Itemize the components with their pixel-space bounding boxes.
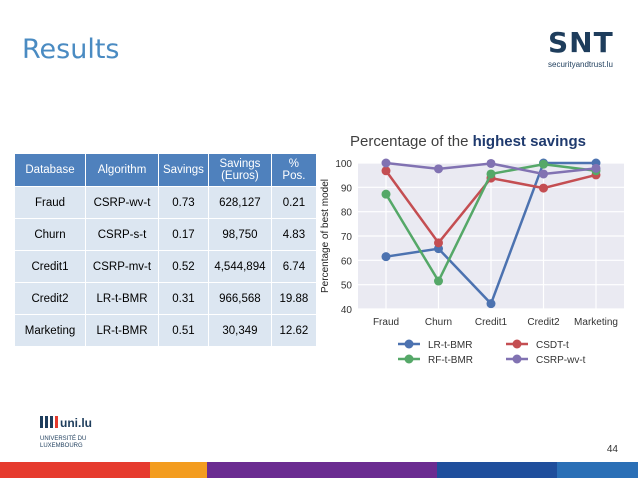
- table-cell: 0.52: [158, 250, 209, 283]
- y-tick-label: 90: [341, 183, 353, 194]
- table-cell: 98,750: [207, 218, 272, 251]
- university-logo-line: UNIVERSITÉ DU: [40, 435, 86, 442]
- table-row: Credit1 CSRP-mv-t 0.52 4,544,894 6.74: [14, 250, 317, 283]
- bottom-bar-segment: [207, 462, 437, 478]
- bottom-bar-segment: [150, 462, 207, 478]
- x-tick-label: Fraud: [373, 317, 399, 328]
- series-point: [539, 169, 548, 179]
- legend-label: LR-t-BMR: [428, 340, 472, 351]
- snt-logo-mark: SNT: [548, 26, 614, 59]
- table-cell: 0.31: [158, 282, 209, 315]
- university-logo-mark: uni.lu: [60, 416, 92, 430]
- table-cell: LR-t-BMR: [85, 282, 159, 315]
- table-row: Credit2 LR-t-BMR 0.31 966,568 19.88: [14, 282, 317, 315]
- table-row: Churn CSRP-s-t 0.17 98,750 4.83: [14, 218, 317, 251]
- slide-title: Results: [22, 34, 120, 65]
- university-logo: uni.lu UNIVERSITÉ DU LUXEMBOURG: [40, 414, 100, 459]
- table-cell: 628,127: [207, 186, 272, 219]
- table-cell: Churn: [14, 218, 86, 251]
- x-tick-label: Credit2: [527, 317, 560, 328]
- table-header-cell: Algorithm: [85, 153, 159, 187]
- table-header-cell: Database: [14, 153, 86, 187]
- table-cell: Credit1: [14, 250, 86, 283]
- table-cell: 0.73: [158, 186, 209, 219]
- series-point: [434, 164, 443, 174]
- series-point: [434, 238, 443, 248]
- table-header-cell: Savings (Euros): [207, 153, 272, 187]
- table-header-row: Database Algorithm Savings Savings (Euro…: [14, 153, 317, 187]
- table-cell: 0.51: [158, 314, 209, 347]
- table-cell: 19.88: [270, 282, 317, 315]
- table-cell: 12.62: [270, 314, 317, 347]
- legend-swatch-marker: [404, 354, 414, 364]
- series-point: [381, 189, 391, 199]
- x-tick-label: Churn: [425, 317, 452, 328]
- table-cell: Fraud: [14, 186, 86, 219]
- table-header-cell: Savings: [158, 153, 209, 187]
- y-tick-label: 40: [341, 305, 353, 316]
- series-point: [539, 183, 548, 193]
- bottom-color-bar: [0, 462, 638, 478]
- table-cell: 4.83: [270, 218, 317, 251]
- chart-title-prefix: Percentage of the: [350, 133, 473, 150]
- table-header-cell: % Pos.: [270, 153, 317, 187]
- table-cell: 0.21: [270, 186, 317, 219]
- series-point: [486, 299, 496, 309]
- legend-swatch-marker: [512, 339, 522, 349]
- table-row: Fraud CSRP-wv-t 0.73 628,127 0.21: [14, 186, 317, 219]
- table-row: Marketing LR-t-BMR 0.51 30,349 12.62: [14, 314, 317, 347]
- snt-logo-site: securityandtrust.lu: [548, 60, 613, 69]
- series-point: [591, 163, 601, 173]
- table-cell: 30,349: [207, 314, 272, 347]
- table-cell: 0.17: [158, 218, 209, 251]
- x-tick-label: Credit1: [475, 317, 508, 328]
- series-point: [486, 169, 496, 179]
- table-cell: CSRP-wv-t: [85, 186, 159, 219]
- table-cell: 966,568: [207, 282, 272, 315]
- chart-title: Percentage of the highest savings: [350, 133, 586, 150]
- results-table: Database Algorithm Savings Savings (Euro…: [14, 153, 317, 347]
- y-tick-label: 80: [341, 208, 353, 219]
- table-cell: 4,544,894: [207, 250, 272, 283]
- legend-label: CSRP-wv-t: [536, 355, 586, 366]
- y-tick-label: 60: [341, 256, 353, 267]
- table-cell: LR-t-BMR: [85, 314, 159, 347]
- table-cell: CSRP-s-t: [85, 218, 159, 251]
- bottom-bar-segment: [0, 462, 150, 478]
- series-point: [381, 166, 391, 176]
- table-cell: Marketing: [14, 314, 86, 347]
- x-tick-label: Marketing: [574, 317, 618, 328]
- snt-logo: SNT securityandtrust.lu: [548, 28, 620, 80]
- chart-title-emphasis: highest savings: [472, 133, 586, 150]
- legend-swatch-marker: [404, 339, 414, 349]
- bottom-bar-segment: [437, 462, 557, 478]
- page-number: 44: [606, 444, 618, 455]
- series-point: [486, 158, 496, 168]
- series-point: [539, 159, 548, 169]
- y-tick-label: 100: [335, 159, 352, 170]
- legend-label: CSDT-t: [536, 340, 569, 351]
- bottom-bar-segment: [557, 462, 638, 478]
- table-cell: CSRP-mv-t: [85, 250, 159, 283]
- series-point: [381, 252, 391, 262]
- legend-swatch-marker: [512, 354, 522, 364]
- table-cell: 6.74: [270, 250, 317, 283]
- legend-label: RF-t-BMR: [428, 355, 473, 366]
- y-tick-label: 70: [341, 232, 353, 243]
- table-cell: Credit2: [14, 282, 86, 315]
- savings-line-chart: 40 50 60 70 80 90 100 Fraud Churn Credit1 Credit2 M…: [320, 158, 624, 366]
- y-axis-label: Percentage of best model: [320, 179, 331, 293]
- series-point: [434, 276, 443, 286]
- series-point: [381, 158, 391, 168]
- university-logo-line: LUXEMBOURG: [40, 443, 83, 449]
- y-tick-label: 50: [341, 281, 353, 292]
